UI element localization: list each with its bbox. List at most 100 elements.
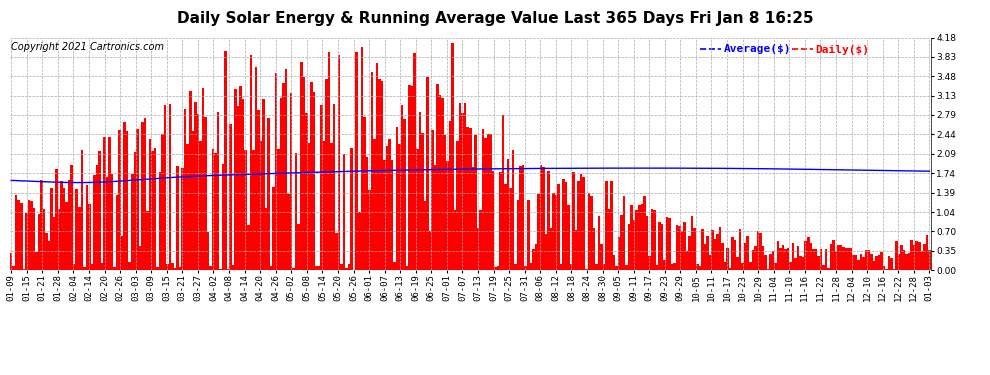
Bar [381,81,383,270]
Bar [163,105,166,270]
Bar [391,160,393,270]
Bar [111,174,113,270]
Bar [106,177,108,270]
Bar [749,262,751,270]
Bar [315,266,318,270]
Bar [453,210,456,270]
Bar [626,265,628,270]
Bar [103,136,106,270]
Bar [55,169,57,270]
Bar [825,249,828,270]
Bar [603,264,605,270]
Bar [272,188,275,270]
Bar [396,127,398,270]
Bar [754,246,756,270]
Bar [124,122,126,270]
Bar [678,226,681,270]
Bar [209,266,212,270]
Bar [126,131,129,270]
Bar [577,181,580,270]
Bar [35,252,38,270]
Bar [820,249,822,270]
Bar [20,203,23,270]
Bar [481,129,484,270]
Bar [880,252,883,270]
Bar [75,189,78,270]
Bar [318,266,320,270]
Bar [570,264,572,270]
Bar [580,174,582,270]
Bar [285,69,287,270]
Bar [280,98,282,270]
Bar [704,244,706,270]
Bar [544,234,547,270]
Bar [867,250,870,270]
Bar [388,139,391,270]
Bar [822,265,825,270]
Bar [525,266,527,270]
Bar [532,249,535,270]
Bar [10,253,13,270]
Bar [797,246,800,270]
Bar [595,264,598,270]
Bar [906,254,908,270]
Bar [254,68,257,270]
Bar [565,183,567,270]
Bar [264,208,267,270]
Bar [202,88,204,270]
Bar [295,153,297,270]
Bar [245,150,248,270]
Bar [719,227,722,270]
Text: Average($): Average($) [724,45,791,54]
Bar [711,230,714,270]
Bar [350,148,353,270]
Bar [13,266,15,270]
Bar [88,204,91,270]
Bar [543,167,545,270]
Bar [502,115,504,270]
Bar [852,255,855,270]
Bar [875,256,877,270]
Bar [494,267,497,270]
Bar [593,228,595,270]
Bar [444,135,446,270]
Bar [743,243,746,270]
Bar [113,267,116,270]
Bar [855,255,857,270]
Bar [840,245,842,270]
Bar [641,204,644,270]
Bar [761,246,764,270]
Bar [437,84,439,270]
Bar [742,263,743,270]
Bar [598,216,600,270]
Bar [275,73,277,270]
Bar [815,249,817,270]
Bar [530,263,532,270]
Bar [375,63,378,270]
Bar [476,228,479,270]
Bar [540,165,543,270]
Bar [554,195,557,270]
Bar [121,236,124,270]
Bar [479,210,481,270]
Bar [370,72,373,270]
Bar [729,268,732,270]
Bar [222,165,225,270]
Bar [194,102,197,270]
Bar [119,129,121,270]
Bar [269,266,272,270]
Bar [812,249,815,270]
Bar [766,269,769,270]
Bar [141,122,144,270]
Bar [153,148,156,270]
Bar [98,152,101,270]
Bar [171,262,174,270]
Bar [575,230,577,270]
Bar [706,236,709,270]
Bar [176,166,179,270]
Bar [451,43,453,270]
Bar [509,189,512,270]
Bar [668,218,671,270]
Bar [116,195,119,270]
Bar [161,134,163,270]
